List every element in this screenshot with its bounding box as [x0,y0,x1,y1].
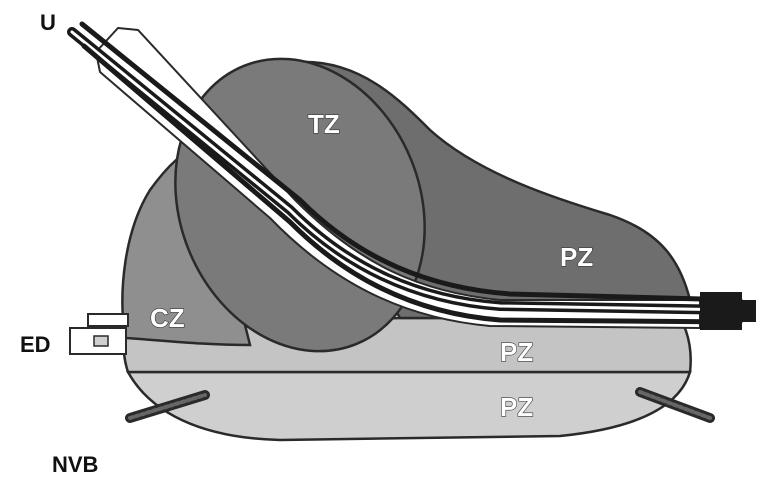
urethra-tube [67,21,756,330]
neurovascular-bundle-right [635,387,715,423]
peripheral-zone-lower-region [125,370,692,442]
pz-lower-label: PZ [500,392,533,422]
pz-upper-label: PZ [560,242,593,272]
pz-middle-label: PZ [500,337,533,367]
tz-label: TZ [308,109,340,139]
cz-label: CZ [150,303,185,333]
urethra-label: U [40,10,56,35]
ejaculatory-duct [69,313,129,355]
ejaculatory-duct-label: ED [20,332,51,357]
neurovascular-bundle-label: NVB [52,452,98,477]
neurovascular-bundle-left [125,390,210,423]
